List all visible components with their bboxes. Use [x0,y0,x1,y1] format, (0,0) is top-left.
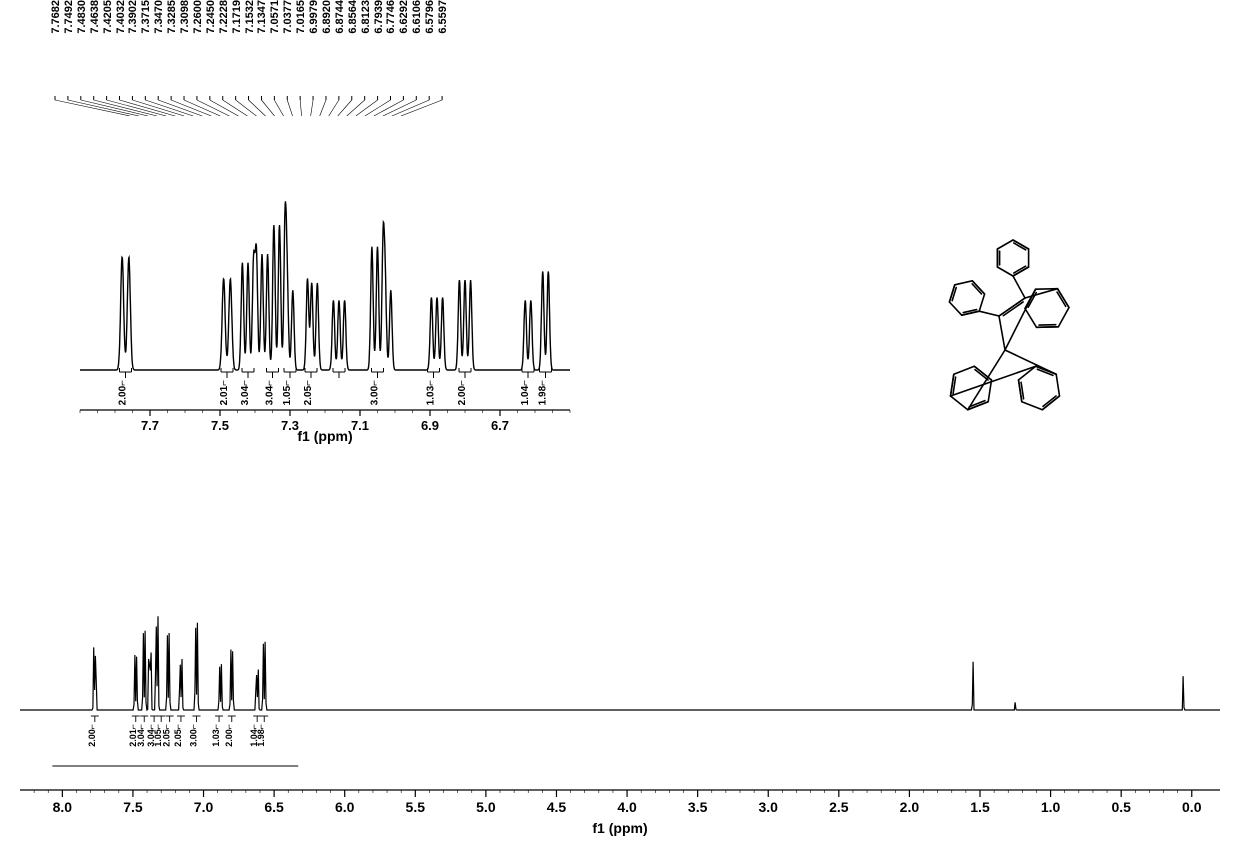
main-xtick-label: 7.0 [194,799,214,815]
peak-ppm-value: 6.7939 [373,0,385,34]
inset-integral-value: 2.01⌐ [219,380,230,405]
main-xtick-label: 2.5 [829,799,849,815]
main-xtick-label: 3.5 [688,799,708,815]
peak-ppm-value: 6.9979 [308,0,320,34]
peak-ppm-value: 6.8920 [321,0,333,34]
main-integral-value: 1.98⌐ [256,724,266,747]
molecule-structure [860,200,1140,440]
peak-ppm-value: 7.3715 [140,0,152,34]
main-xaxis-label: f1 (ppm) [10,820,1230,836]
peak-ppm-value: 7.0571 [269,0,281,34]
main-xtick-label: 8.0 [53,799,73,815]
main-xtick-label: 1.0 [1041,799,1061,815]
inset-integral-value: 3.04⌐ [265,380,276,405]
main-xtick-label: 0.0 [1182,799,1202,815]
peak-ppm-value: 7.7682 [50,0,62,34]
inset-integral-value: 3.00⌐ [370,380,381,405]
peak-ppm-value: 7.7492 [63,0,75,34]
main-xtick-label: 5.0 [476,799,496,815]
main-integral-value: 2.05⌐ [162,724,172,747]
peak-ppm-value: 6.5796 [424,0,436,34]
inset-integral-value: 2.00⌐ [457,380,468,405]
main-integral-value: 2.00⌐ [87,724,97,747]
peak-ppm-value: 6.5597 [437,0,449,34]
main-integral-value: 2.05⌐ [173,724,183,747]
peak-ppm-value: 7.4638 [89,0,101,34]
main-integral-value: 3.04⌐ [136,724,146,747]
inset-integral-value: 1.03⌐ [426,380,437,405]
inset-integral-value: 2.00⌐ [118,380,129,405]
inset-integral-value: 3.04⌐ [240,380,251,405]
main-integral-value: 3.00⌐ [188,724,198,747]
main-xtick-label: 4.5 [547,799,567,815]
peak-leader-lines [50,96,450,116]
main-svg: 8.0 7.5 7.0 6.5 6.0 5.5 5.0 4.5 4.0 3.5 3.0 2.5 2.0 1… [10,580,1230,830]
peak-ppm-list: 7.76827.74927.48307.46387.42057.40327.39… [50,0,450,95]
main-xtick-label: 2.0 [900,799,920,815]
main-xtick-label: 7.5 [123,799,143,815]
peak-ppm-value: 7.4205 [102,0,114,34]
peak-ppm-value: 7.4032 [115,0,127,34]
peak-ppm-value: 7.3470 [153,0,165,34]
main-xtick-label: 6.0 [335,799,355,815]
peak-ppm-value: 7.3285 [166,0,178,34]
peak-ppm-value: 6.6106 [411,0,423,34]
inset-xaxis-label: f1 (ppm) [70,428,580,444]
main-xtick-label: 4.0 [617,799,637,815]
nmr-figure: 7.76827.74927.48307.46387.42057.40327.39… [0,0,1240,867]
inset-integral-value: 1.98⌐ [538,380,549,405]
peak-ppm-value: 7.0165 [295,0,307,34]
main-xtick-label: 6.5 [264,799,284,815]
peak-ppm-value: 7.3098 [179,0,191,34]
peak-ppm-value: 7.1347 [256,0,268,34]
peak-ppm-value: 7.2450 [205,0,217,34]
main-xtick-label: 1.5 [970,799,990,815]
peak-ppm-value: 7.4830 [76,0,88,34]
main-xtick-label: 0.5 [1111,799,1131,815]
inset-integral-value: 1.04⌐ [520,380,531,405]
peak-ppm-value: 7.0377 [282,0,294,34]
peak-ppm-value: 6.7746 [385,0,397,34]
main-integral-value: 2.00⌐ [224,724,234,747]
main-xtick-label: 5.5 [406,799,426,815]
peak-ppm-value: 7.3902 [127,0,139,34]
molecule-svg [860,200,1140,440]
inset-integral-value: 1.05⌐ [282,380,293,405]
peak-ppm-value: 7.2600 [192,0,204,34]
main-spectrum: 8.0 7.5 7.0 6.5 6.0 5.5 5.0 4.5 4.0 3.5 3.0 2.5 2.0 1… [10,580,1230,830]
peak-ppm-value: 7.2228 [218,0,230,34]
peak-ppm-value: 7.1719 [231,0,243,34]
peak-ppm-value: 6.8564 [347,0,359,34]
inset-integral-value: 2.05⌐ [303,380,314,405]
inset-svg: 7.77.57.37.16.96.72.00⌐2.01⌐3.04⌐3.04⌐1.… [70,180,580,440]
main-integral-value: 1.03⌐ [211,724,221,747]
peak-ppm-value: 7.1532 [244,0,256,34]
inset-spectrum: 7.77.57.37.16.96.72.00⌐2.01⌐3.04⌐3.04⌐1.… [70,180,580,440]
peak-ppm-value: 6.8744 [334,0,346,34]
peak-ppm-value: 6.8123 [360,0,372,34]
peak-ppm-value: 6.6292 [398,0,410,34]
main-xtick-label: 3.0 [759,799,779,815]
